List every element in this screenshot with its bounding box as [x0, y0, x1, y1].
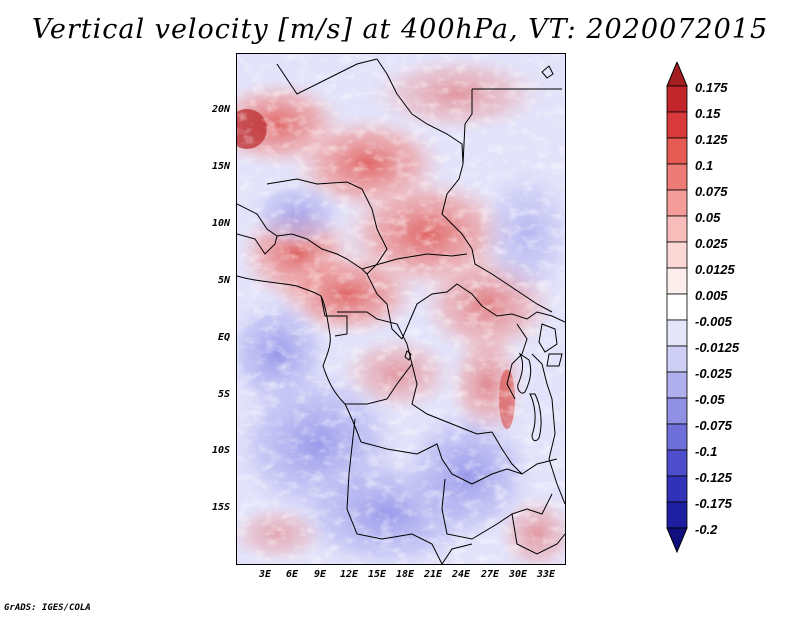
colorbar-label-12: -0.05 — [695, 392, 725, 407]
colorbar — [666, 62, 688, 554]
lon-label-15e: 15E — [367, 569, 387, 580]
colorbar-segment-12 — [666, 371, 688, 399]
lat-label-10s: 10S — [211, 445, 230, 456]
colorbar-label-4: 0.075 — [695, 184, 728, 199]
lon-label-3e: 3E — [258, 569, 272, 580]
colorbar-segment-9 — [666, 293, 688, 321]
lat-label-eq: EQ — [217, 332, 230, 343]
colorbar-segment-10 — [666, 319, 688, 347]
colorbar-label-8: 0.005 — [695, 288, 728, 303]
colorbar-label-6: 0.025 — [695, 236, 728, 251]
lat-label-20n: 20N — [211, 104, 230, 115]
lat-label-10n: 10N — [211, 218, 230, 229]
grads-credit: GrADS: IGES/COLA — [4, 603, 91, 613]
lon-label-30e: 30E — [508, 569, 528, 580]
lat-label-5s: 5S — [217, 389, 230, 400]
colorbar-label-14: -0.1 — [695, 444, 718, 459]
colorbar-label-5: 0.05 — [695, 210, 721, 225]
colorbar-label-10: -0.0125 — [695, 340, 740, 355]
colorbar-segment-17 — [666, 501, 688, 529]
velocity-field-map — [237, 54, 565, 564]
colorbar-segment-18 — [666, 527, 688, 554]
colorbar-segment-8 — [666, 267, 688, 295]
lon-label-12e: 12E — [339, 569, 359, 580]
country-borders — [237, 58, 565, 564]
colorbar-label-13: -0.075 — [695, 418, 732, 433]
colorbar-segment-0 — [666, 62, 688, 87]
colorbar-label-9: -0.005 — [695, 314, 732, 329]
lat-label-15n: 15N — [211, 161, 230, 172]
vertical-velocity-field — [237, 54, 565, 564]
lon-label-18e: 18E — [395, 569, 415, 580]
chart-title: Vertical velocity [m/s] at 400hPa, VT: 2… — [31, 14, 769, 45]
colorbar-label-1: 0.15 — [695, 106, 721, 121]
colorbar-label-16: -0.175 — [695, 496, 732, 511]
lat-label-5n: 5N — [217, 275, 230, 286]
lon-label-24e: 24E — [451, 569, 471, 580]
colorbar-segment-6 — [666, 215, 688, 243]
colorbar-label-2: 0.125 — [695, 132, 728, 147]
colorbar-label-0: 0.175 — [695, 80, 728, 95]
colorbar-segment-4 — [666, 163, 688, 191]
colorbar-segment-7 — [666, 241, 688, 269]
lon-label-6e: 6E — [285, 569, 299, 580]
lon-label-33e: 33E — [536, 569, 556, 580]
colorbar-segment-3 — [666, 137, 688, 165]
colorbar-segment-16 — [666, 475, 688, 503]
colorbar-segment-2 — [666, 111, 688, 139]
lon-label-9e: 9E — [313, 569, 327, 580]
lat-label-15s: 15S — [211, 502, 230, 513]
lon-label-27e: 27E — [480, 569, 500, 580]
colorbar-segment-5 — [666, 189, 688, 217]
colorbar-segment-14 — [666, 423, 688, 451]
colorbar-label-3: 0.1 — [695, 158, 714, 173]
lon-label-21e: 21E — [423, 569, 443, 580]
colorbar-segment-13 — [666, 397, 688, 425]
colorbar-label-15: -0.125 — [695, 470, 732, 485]
colorbar-segment-15 — [666, 449, 688, 477]
colorbar-segment-1 — [666, 85, 688, 113]
colorbar-label-7: 0.0125 — [695, 262, 735, 277]
map-panel — [236, 53, 566, 565]
colorbar-segment-11 — [666, 345, 688, 373]
colorbar-label-11: -0.025 — [695, 366, 732, 381]
colorbar-label-17: -0.2 — [695, 522, 718, 537]
